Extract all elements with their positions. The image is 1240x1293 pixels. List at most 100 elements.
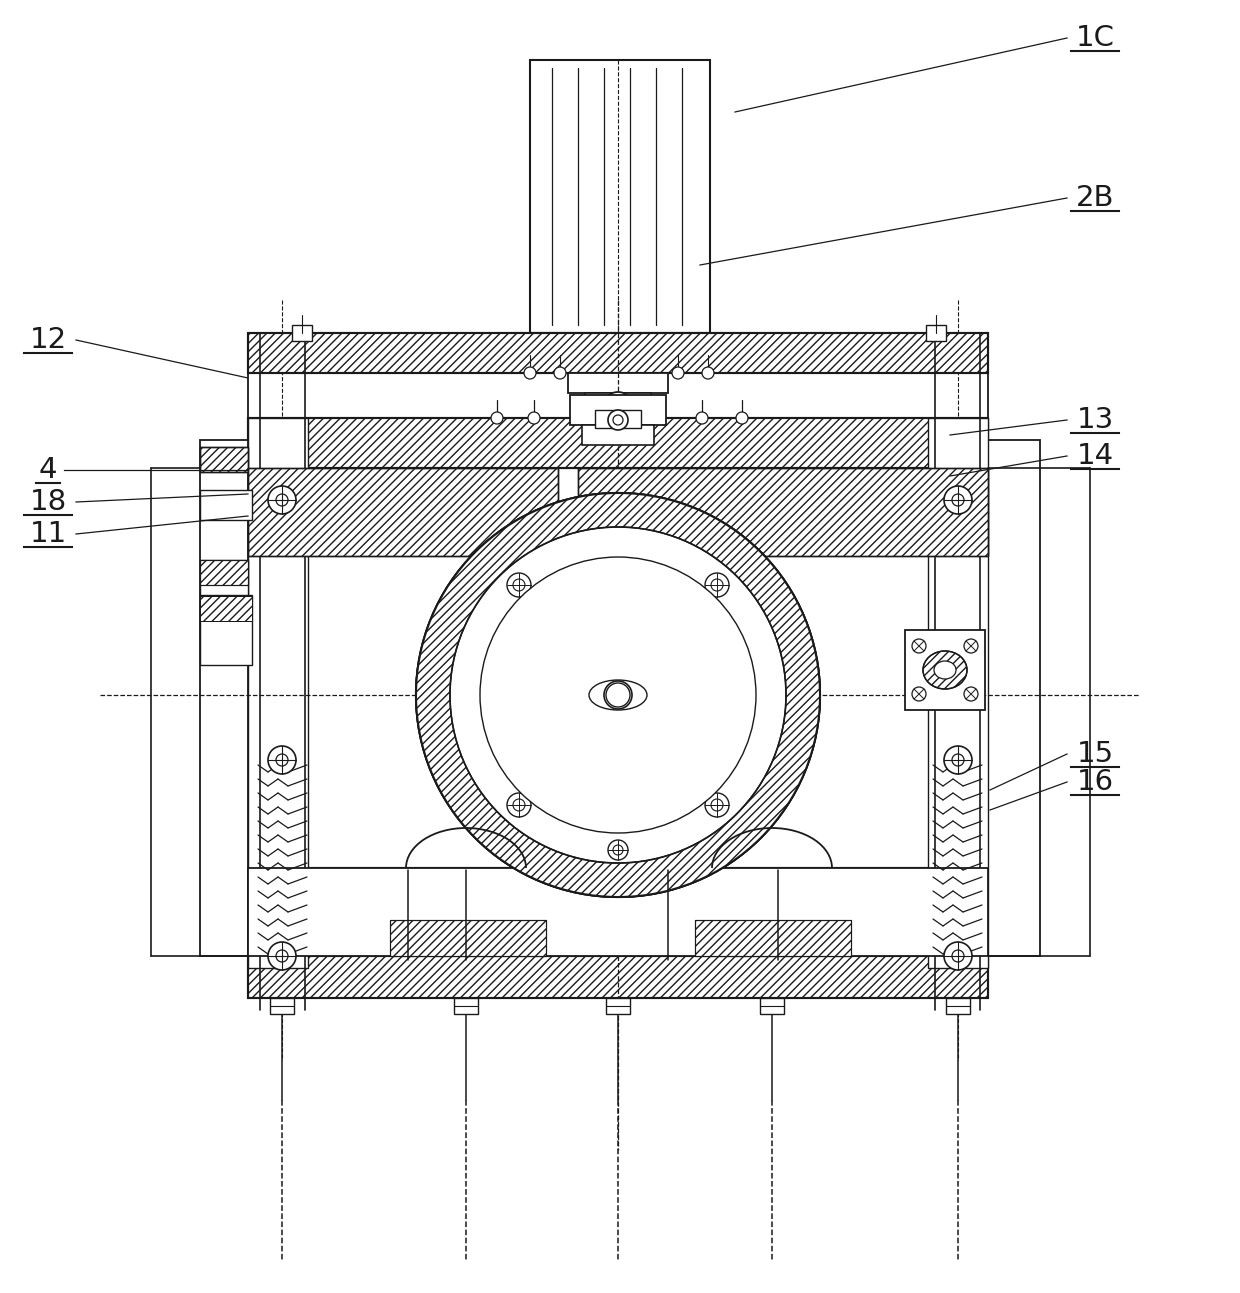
Circle shape xyxy=(415,493,820,897)
Bar xyxy=(694,921,851,956)
Bar xyxy=(200,447,248,472)
Bar xyxy=(946,998,970,1014)
Circle shape xyxy=(911,639,926,653)
Bar xyxy=(200,596,252,621)
Text: 18: 18 xyxy=(30,487,67,516)
Circle shape xyxy=(606,683,630,707)
Circle shape xyxy=(613,846,622,855)
Bar xyxy=(570,394,666,425)
Bar xyxy=(248,468,988,956)
Circle shape xyxy=(944,943,972,970)
Circle shape xyxy=(546,623,689,767)
Circle shape xyxy=(491,412,503,424)
Circle shape xyxy=(963,687,978,701)
Bar xyxy=(248,418,308,968)
Circle shape xyxy=(528,412,539,424)
Bar xyxy=(248,418,988,468)
Circle shape xyxy=(277,950,288,962)
Circle shape xyxy=(611,688,625,702)
Bar xyxy=(270,998,294,1014)
Circle shape xyxy=(415,493,820,897)
Circle shape xyxy=(603,392,632,422)
Circle shape xyxy=(525,367,536,379)
Circle shape xyxy=(613,415,622,425)
Ellipse shape xyxy=(589,680,647,710)
Bar xyxy=(200,560,248,584)
Bar xyxy=(606,998,630,1014)
Circle shape xyxy=(277,494,288,506)
Text: 14: 14 xyxy=(1076,442,1114,469)
Text: 2B: 2B xyxy=(1076,184,1115,212)
Text: 13: 13 xyxy=(1076,406,1114,434)
Circle shape xyxy=(480,557,756,833)
Circle shape xyxy=(711,799,723,811)
Circle shape xyxy=(277,754,288,765)
Bar xyxy=(568,334,668,353)
Text: 16: 16 xyxy=(1076,768,1114,796)
Bar xyxy=(248,334,988,372)
Circle shape xyxy=(672,367,684,379)
Bar xyxy=(200,440,248,956)
Circle shape xyxy=(507,793,531,817)
Bar xyxy=(248,468,558,556)
Circle shape xyxy=(963,639,978,653)
Circle shape xyxy=(513,799,525,811)
Bar xyxy=(200,560,248,584)
Circle shape xyxy=(554,367,565,379)
Circle shape xyxy=(706,793,729,817)
Circle shape xyxy=(608,840,627,860)
Bar xyxy=(454,998,477,1014)
Bar xyxy=(760,998,784,1014)
Text: 1C: 1C xyxy=(1075,25,1115,52)
Circle shape xyxy=(268,486,296,515)
Bar xyxy=(248,956,988,998)
Bar xyxy=(585,393,651,415)
Bar xyxy=(595,410,641,428)
Bar xyxy=(310,868,928,956)
Bar xyxy=(200,560,248,640)
Bar xyxy=(928,418,988,968)
Circle shape xyxy=(944,486,972,515)
Bar xyxy=(582,425,653,445)
Ellipse shape xyxy=(934,661,956,679)
Text: 12: 12 xyxy=(30,326,67,354)
Bar xyxy=(200,596,252,621)
Bar xyxy=(248,418,988,468)
Circle shape xyxy=(711,579,723,591)
Circle shape xyxy=(952,950,963,962)
Circle shape xyxy=(696,412,708,424)
Circle shape xyxy=(952,494,963,506)
Bar xyxy=(310,868,928,956)
Bar xyxy=(578,468,988,556)
Circle shape xyxy=(706,573,729,597)
Circle shape xyxy=(268,943,296,970)
Bar xyxy=(248,868,988,956)
Bar xyxy=(529,59,711,334)
Bar xyxy=(248,956,988,998)
Circle shape xyxy=(737,412,748,424)
Bar xyxy=(694,921,851,956)
Text: 4: 4 xyxy=(38,456,57,484)
Bar xyxy=(200,595,252,665)
Ellipse shape xyxy=(923,650,967,689)
Bar xyxy=(391,921,546,956)
Circle shape xyxy=(608,410,627,431)
Circle shape xyxy=(702,367,714,379)
Bar xyxy=(248,334,988,372)
Bar xyxy=(200,447,248,472)
Circle shape xyxy=(911,687,926,701)
Bar xyxy=(926,325,946,341)
Bar xyxy=(568,372,668,393)
Bar xyxy=(905,630,985,710)
Circle shape xyxy=(944,746,972,775)
Circle shape xyxy=(604,681,632,709)
Bar xyxy=(248,468,558,556)
Bar xyxy=(391,921,546,956)
Text: 15: 15 xyxy=(1076,740,1114,768)
Bar xyxy=(988,440,1040,956)
Circle shape xyxy=(513,579,525,591)
Bar xyxy=(578,468,988,556)
Circle shape xyxy=(450,528,786,862)
Circle shape xyxy=(952,754,963,765)
Bar xyxy=(291,325,312,341)
